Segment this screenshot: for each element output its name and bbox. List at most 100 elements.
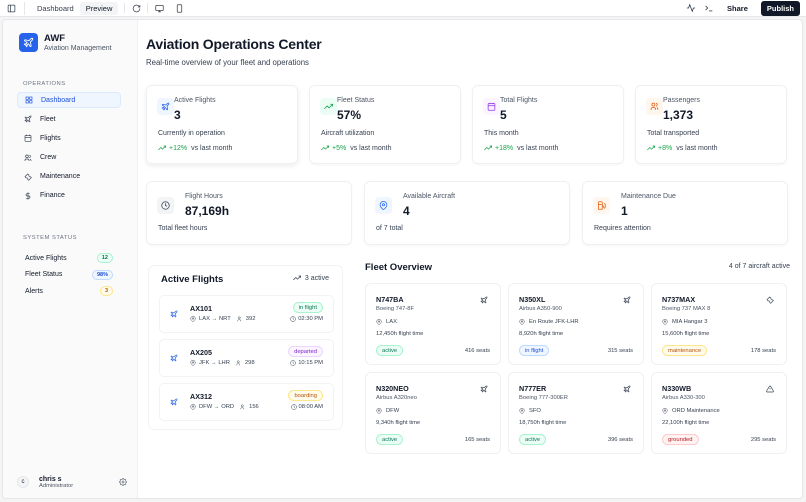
page-subtitle: Real-time overview of your fleet and ope… (146, 58, 309, 67)
activity-icon[interactable] (686, 3, 696, 13)
pax-count: 156 (249, 404, 259, 410)
flight-route: DFW → ORD 156 (190, 404, 259, 410)
users-icon (24, 154, 32, 161)
sidebar-item-maintenance[interactable]: Maintenance (17, 169, 121, 185)
aircraft-seats: 396 seats (607, 437, 633, 443)
stat-trend: +8% vs last month (647, 144, 717, 152)
stat-card-flight-hours[interactable]: Flight Hours 87,169h Total fleet hours (146, 181, 352, 245)
flight-item[interactable]: AX205 JFK → LHR 298 departed 10:15 PM (159, 339, 334, 377)
stat-desc: This month (484, 130, 519, 137)
stat-trend: +5% vs last month (321, 144, 391, 152)
refresh-icon[interactable] (131, 3, 141, 13)
calendar-icon (487, 102, 496, 111)
share-button[interactable]: Share (727, 3, 748, 13)
stat-value: 87,169h (185, 204, 230, 218)
trend-suffix: vs last month (350, 144, 392, 152)
icon-box (593, 197, 610, 214)
route-text: DFW → ORD (199, 404, 235, 410)
sidebar-item-label: Fleet (40, 115, 56, 123)
plane-icon (623, 296, 631, 304)
route-text: JFK → LHR (199, 360, 230, 366)
stat-card-total-flights[interactable]: Total Flights 5 This month +18% vs last … (472, 85, 624, 164)
aircraft-reg: N747BA (376, 295, 404, 304)
stat-card-active-flights[interactable]: Active Flights 3 Currently in operation … (146, 85, 298, 164)
top-bar: Dashboard Preview Share Publish (0, 0, 806, 17)
sidebar-item-finance[interactable]: Finance (17, 188, 121, 204)
aircraft-card-n330wb[interactable]: N330WB Airbus A330-300 ORD Maintenance 2… (651, 372, 787, 454)
plane-icon (23, 37, 34, 48)
time-text: 10:15 PM (298, 360, 323, 366)
stat-label: Available Aircraft (403, 193, 456, 200)
aircraft-location: SFO (519, 408, 541, 414)
pax-count: 298 (244, 360, 255, 366)
desktop-view-icon[interactable] (154, 3, 164, 13)
status-badge: active (376, 434, 404, 445)
user-name: chris s (39, 475, 62, 483)
wrench-icon (766, 296, 774, 304)
aircraft-hours: 9,340h flight time (376, 420, 421, 426)
stat-desc: Total transported (647, 130, 700, 137)
user-profile[interactable]: c chris s Administrator (17, 473, 127, 491)
plane-icon (480, 296, 488, 304)
sidebar-item-dashboard[interactable]: Dashboard (17, 92, 121, 108)
plane-icon (161, 102, 170, 111)
tab-preview[interactable]: Preview (79, 1, 119, 15)
dollar-icon (25, 192, 31, 200)
sidebar-nav: Dashboard Fleet Flights Crew Maintenance… (17, 92, 121, 207)
aircraft-card-n747ba[interactable]: N747BA Boeing 747-8F LAX 12,450h flight … (365, 283, 501, 365)
trending-up-icon (321, 145, 329, 151)
icon-box (646, 98, 663, 115)
logo (19, 33, 38, 52)
clock-icon (290, 360, 296, 366)
trend-suffix: vs last month (517, 144, 559, 152)
icon-box (157, 98, 174, 115)
main-content: Aviation Operations Center Real-time ove… (138, 20, 802, 498)
aircraft-card-n350xl[interactable]: N350XL Airbus A350-900 En Route JFK-LHR … (508, 283, 644, 365)
status-badge: maintenance (662, 345, 708, 356)
sidebar-item-flights[interactable]: Flights (17, 130, 121, 146)
gear-icon[interactable] (119, 473, 127, 491)
aircraft-reg: N330WB (662, 384, 692, 393)
status-badge: 12 (96, 253, 113, 264)
flight-item[interactable]: AX101 LAX → NRT 392 in flight 02:30 PM (159, 295, 334, 333)
aircraft-card-n737max[interactable]: N737MAX Boeing 737 MAX 8 MIA Hangar 3 15… (651, 283, 787, 365)
flight-item[interactable]: AX312 DFW → ORD 156 boarding 08:00 AM (159, 383, 334, 421)
icon-box (375, 197, 392, 214)
sidebar-toggle-icon[interactable] (6, 3, 16, 13)
publish-button[interactable]: Publish (760, 0, 800, 16)
tab-dashboard[interactable]: Dashboard (37, 3, 74, 13)
trending-up-icon (324, 103, 333, 110)
aircraft-card-n320neo[interactable]: N320NEO Airbus A320neo DFW 9,340h flight… (365, 372, 501, 454)
sidebar-item-fleet[interactable]: Fleet (17, 111, 121, 127)
aircraft-location: En Route JFK-LHR (519, 319, 579, 325)
sidebar-item-label: Dashboard (41, 96, 76, 104)
trend-value: +5% (332, 144, 347, 152)
trend-value: +12% (169, 144, 188, 152)
stat-card-available-aircraft[interactable]: Available Aircraft 4 of 7 total (364, 181, 570, 245)
terminal-icon[interactable] (704, 3, 714, 13)
stat-trend: +12% vs last month (158, 144, 232, 152)
stat-value: 3 (174, 108, 181, 122)
stat-label: Maintenance Due (621, 193, 676, 200)
status-badge: 98% (91, 269, 113, 280)
aircraft-seats: 165 seats (464, 437, 490, 443)
fuel-icon (598, 201, 606, 210)
wrench-icon (24, 173, 32, 181)
brand-subtitle: Aviation Management (44, 45, 112, 52)
stat-card-passengers[interactable]: Passengers 1,373 Total transported +8% v… (635, 85, 787, 164)
mobile-view-icon[interactable] (174, 3, 184, 13)
stat-card-fleet-status[interactable]: Fleet Status 57% Aircraft utilization +5… (309, 85, 461, 164)
aircraft-seats: 416 seats (464, 348, 490, 354)
aircraft-location: MIA Hangar 3 (662, 319, 707, 325)
sidebar-item-crew[interactable]: Crew (17, 150, 121, 166)
aircraft-hours: 8,920h flight time (519, 331, 564, 337)
flight-route: LAX → NRT 392 (190, 316, 255, 322)
stat-card-maintenance-due[interactable]: Maintenance Due 1 Requires attention (582, 181, 788, 245)
aircraft-model: Boeing 747-8F (376, 306, 415, 312)
aircraft-card-n777er[interactable]: N777ER Boeing 777-300ER SFO 18,750h flig… (508, 372, 644, 454)
flight-route: JFK → LHR 298 (190, 360, 255, 366)
trend-suffix: vs last month (191, 144, 233, 152)
sidebar-item-label: Flights (40, 134, 61, 142)
plane-icon (170, 354, 178, 362)
users-icon (650, 102, 659, 110)
